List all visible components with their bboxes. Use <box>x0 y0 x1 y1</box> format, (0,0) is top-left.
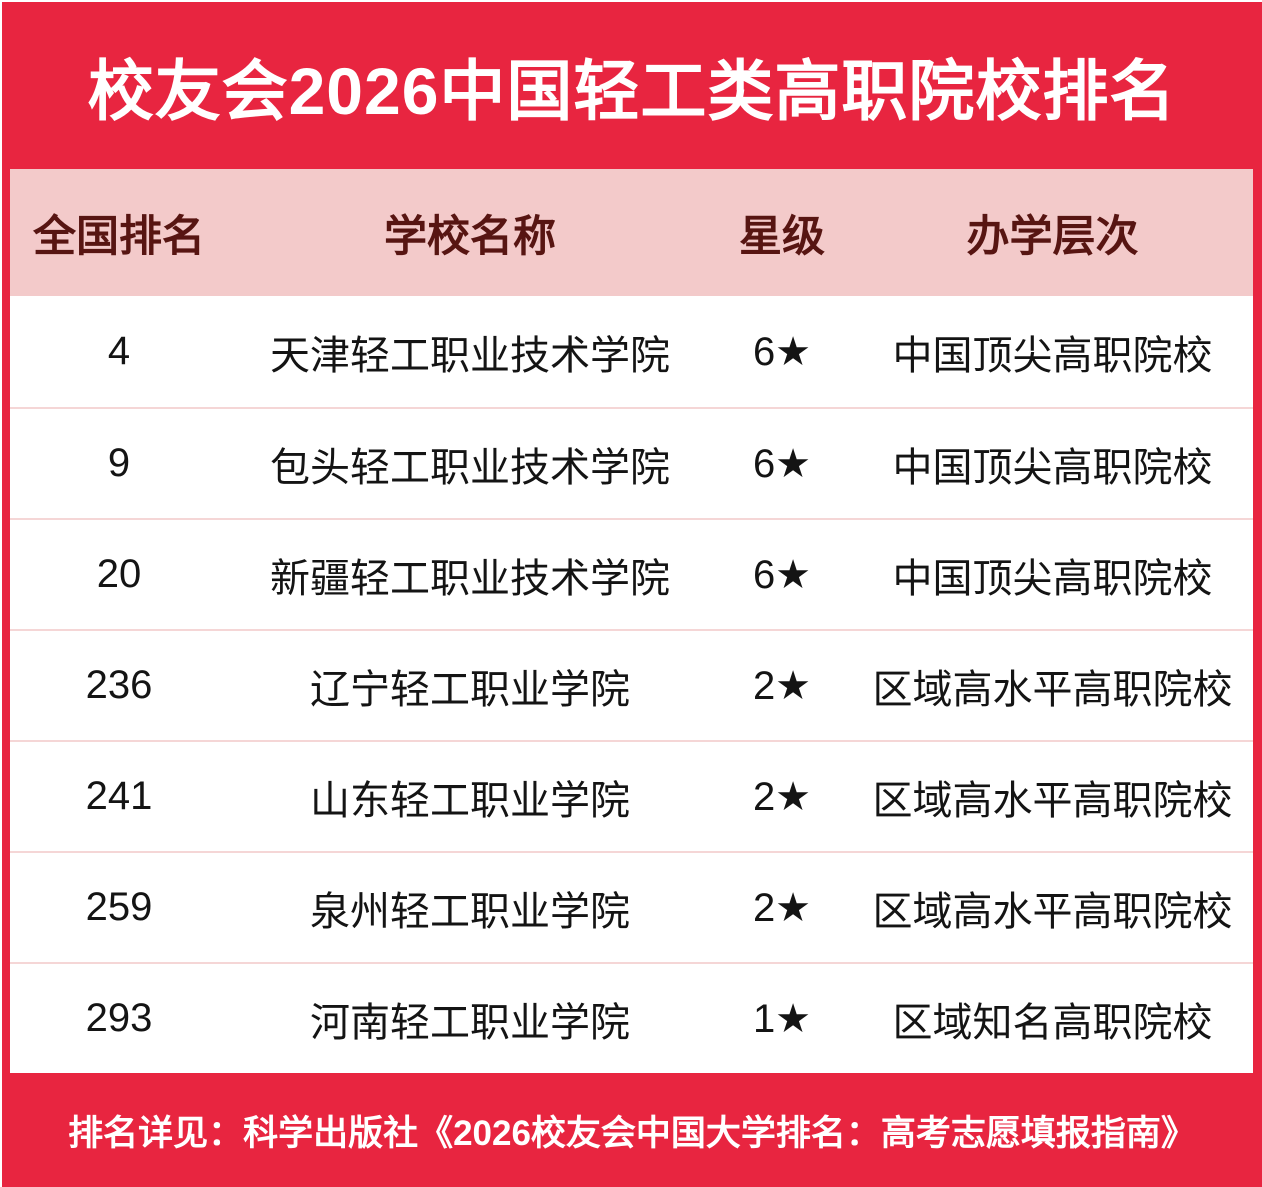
rank-cell: 259 <box>85 885 153 929</box>
school-cell: 新疆轻工职业技术学院 <box>270 556 670 601</box>
table-row: 9 包头轻工职业技术学院 6★ 中国顶尖高职院校 <box>10 407 1253 518</box>
table-row: 259 泉州轻工职业学院 2★ 区域高水平高职院校 <box>10 851 1253 962</box>
ranking-table: 全国排名 学校名称 星级 办学层次 4 天津轻工职业技术学院 6★ 中国顶尖高职… <box>10 169 1253 1073</box>
stars-cell: 2★ <box>752 774 812 819</box>
rank-cell: 241 <box>85 774 153 818</box>
school-cell: 河南轻工职业学院 <box>310 1000 630 1045</box>
stars-cell: 6★ <box>752 329 812 374</box>
school-cell: 包头轻工职业技术学院 <box>270 445 670 490</box>
school-cell: 山东轻工职业学院 <box>310 778 630 823</box>
stars-cell: 6★ <box>752 552 812 597</box>
table-row: 4 天津轻工职业技术学院 6★ 中国顶尖高职院校 <box>10 296 1253 407</box>
level-cell: 区域高水平高职院校 <box>872 889 1233 934</box>
school-cell: 辽宁轻工职业学院 <box>310 667 630 712</box>
rank-cell: 20 <box>96 552 142 596</box>
stars-cell: 6★ <box>752 441 812 486</box>
school-cell: 泉州轻工职业学院 <box>310 889 630 934</box>
table-row: 241 山东轻工职业学院 2★ 区域高水平高职院校 <box>10 740 1253 851</box>
rank-cell: 236 <box>85 663 153 707</box>
page-title: 校友会2026中国轻工类高职院校排名 <box>87 53 1177 128</box>
table-header-row: 全国排名 学校名称 星级 办学层次 <box>10 169 1253 296</box>
level-cell: 区域高水平高职院校 <box>872 667 1233 712</box>
level-cell: 区域高水平高职院校 <box>872 778 1233 823</box>
level-cell: 中国顶尖高职院校 <box>892 333 1213 378</box>
level-cell: 中国顶尖高职院校 <box>892 556 1213 601</box>
column-header-school: 学校名称 <box>384 212 556 261</box>
footer-note: 排名详见：科学出版社《2026校友会中国大学排名：高考志愿填报指南》 <box>68 1113 1196 1153</box>
level-cell: 中国顶尖高职院校 <box>892 445 1213 490</box>
stars-cell: 1★ <box>752 996 812 1041</box>
table-row: 20 新疆轻工职业技术学院 6★ 中国顶尖高职院校 <box>10 518 1253 629</box>
school-cell: 天津轻工职业技术学院 <box>270 333 670 378</box>
column-header-rank: 全国排名 <box>33 212 205 261</box>
column-header-level: 办学层次 <box>966 212 1139 261</box>
table-row: 293 河南轻工职业学院 1★ 区域知名高职院校 <box>10 962 1253 1073</box>
rank-cell: 293 <box>85 996 153 1040</box>
footer: 排名详见：科学出版社《2026校友会中国大学排名：高考志愿填报指南》 <box>2 1073 1262 1187</box>
rank-cell: 9 <box>107 441 131 485</box>
column-header-stars: 星级 <box>739 212 825 261</box>
rank-cell: 4 <box>107 329 131 373</box>
table-body: 4 天津轻工职业技术学院 6★ 中国顶尖高职院校 9 包头轻工职业技术学院 6★… <box>10 296 1253 1073</box>
level-cell: 区域知名高职院校 <box>892 1000 1213 1045</box>
stars-cell: 2★ <box>752 885 812 930</box>
table-row: 236 辽宁轻工职业学院 2★ 区域高水平高职院校 <box>10 629 1253 740</box>
banner: 校友会2026中国轻工类高职院校排名 <box>2 2 1262 169</box>
stars-cell: 2★ <box>752 663 812 708</box>
